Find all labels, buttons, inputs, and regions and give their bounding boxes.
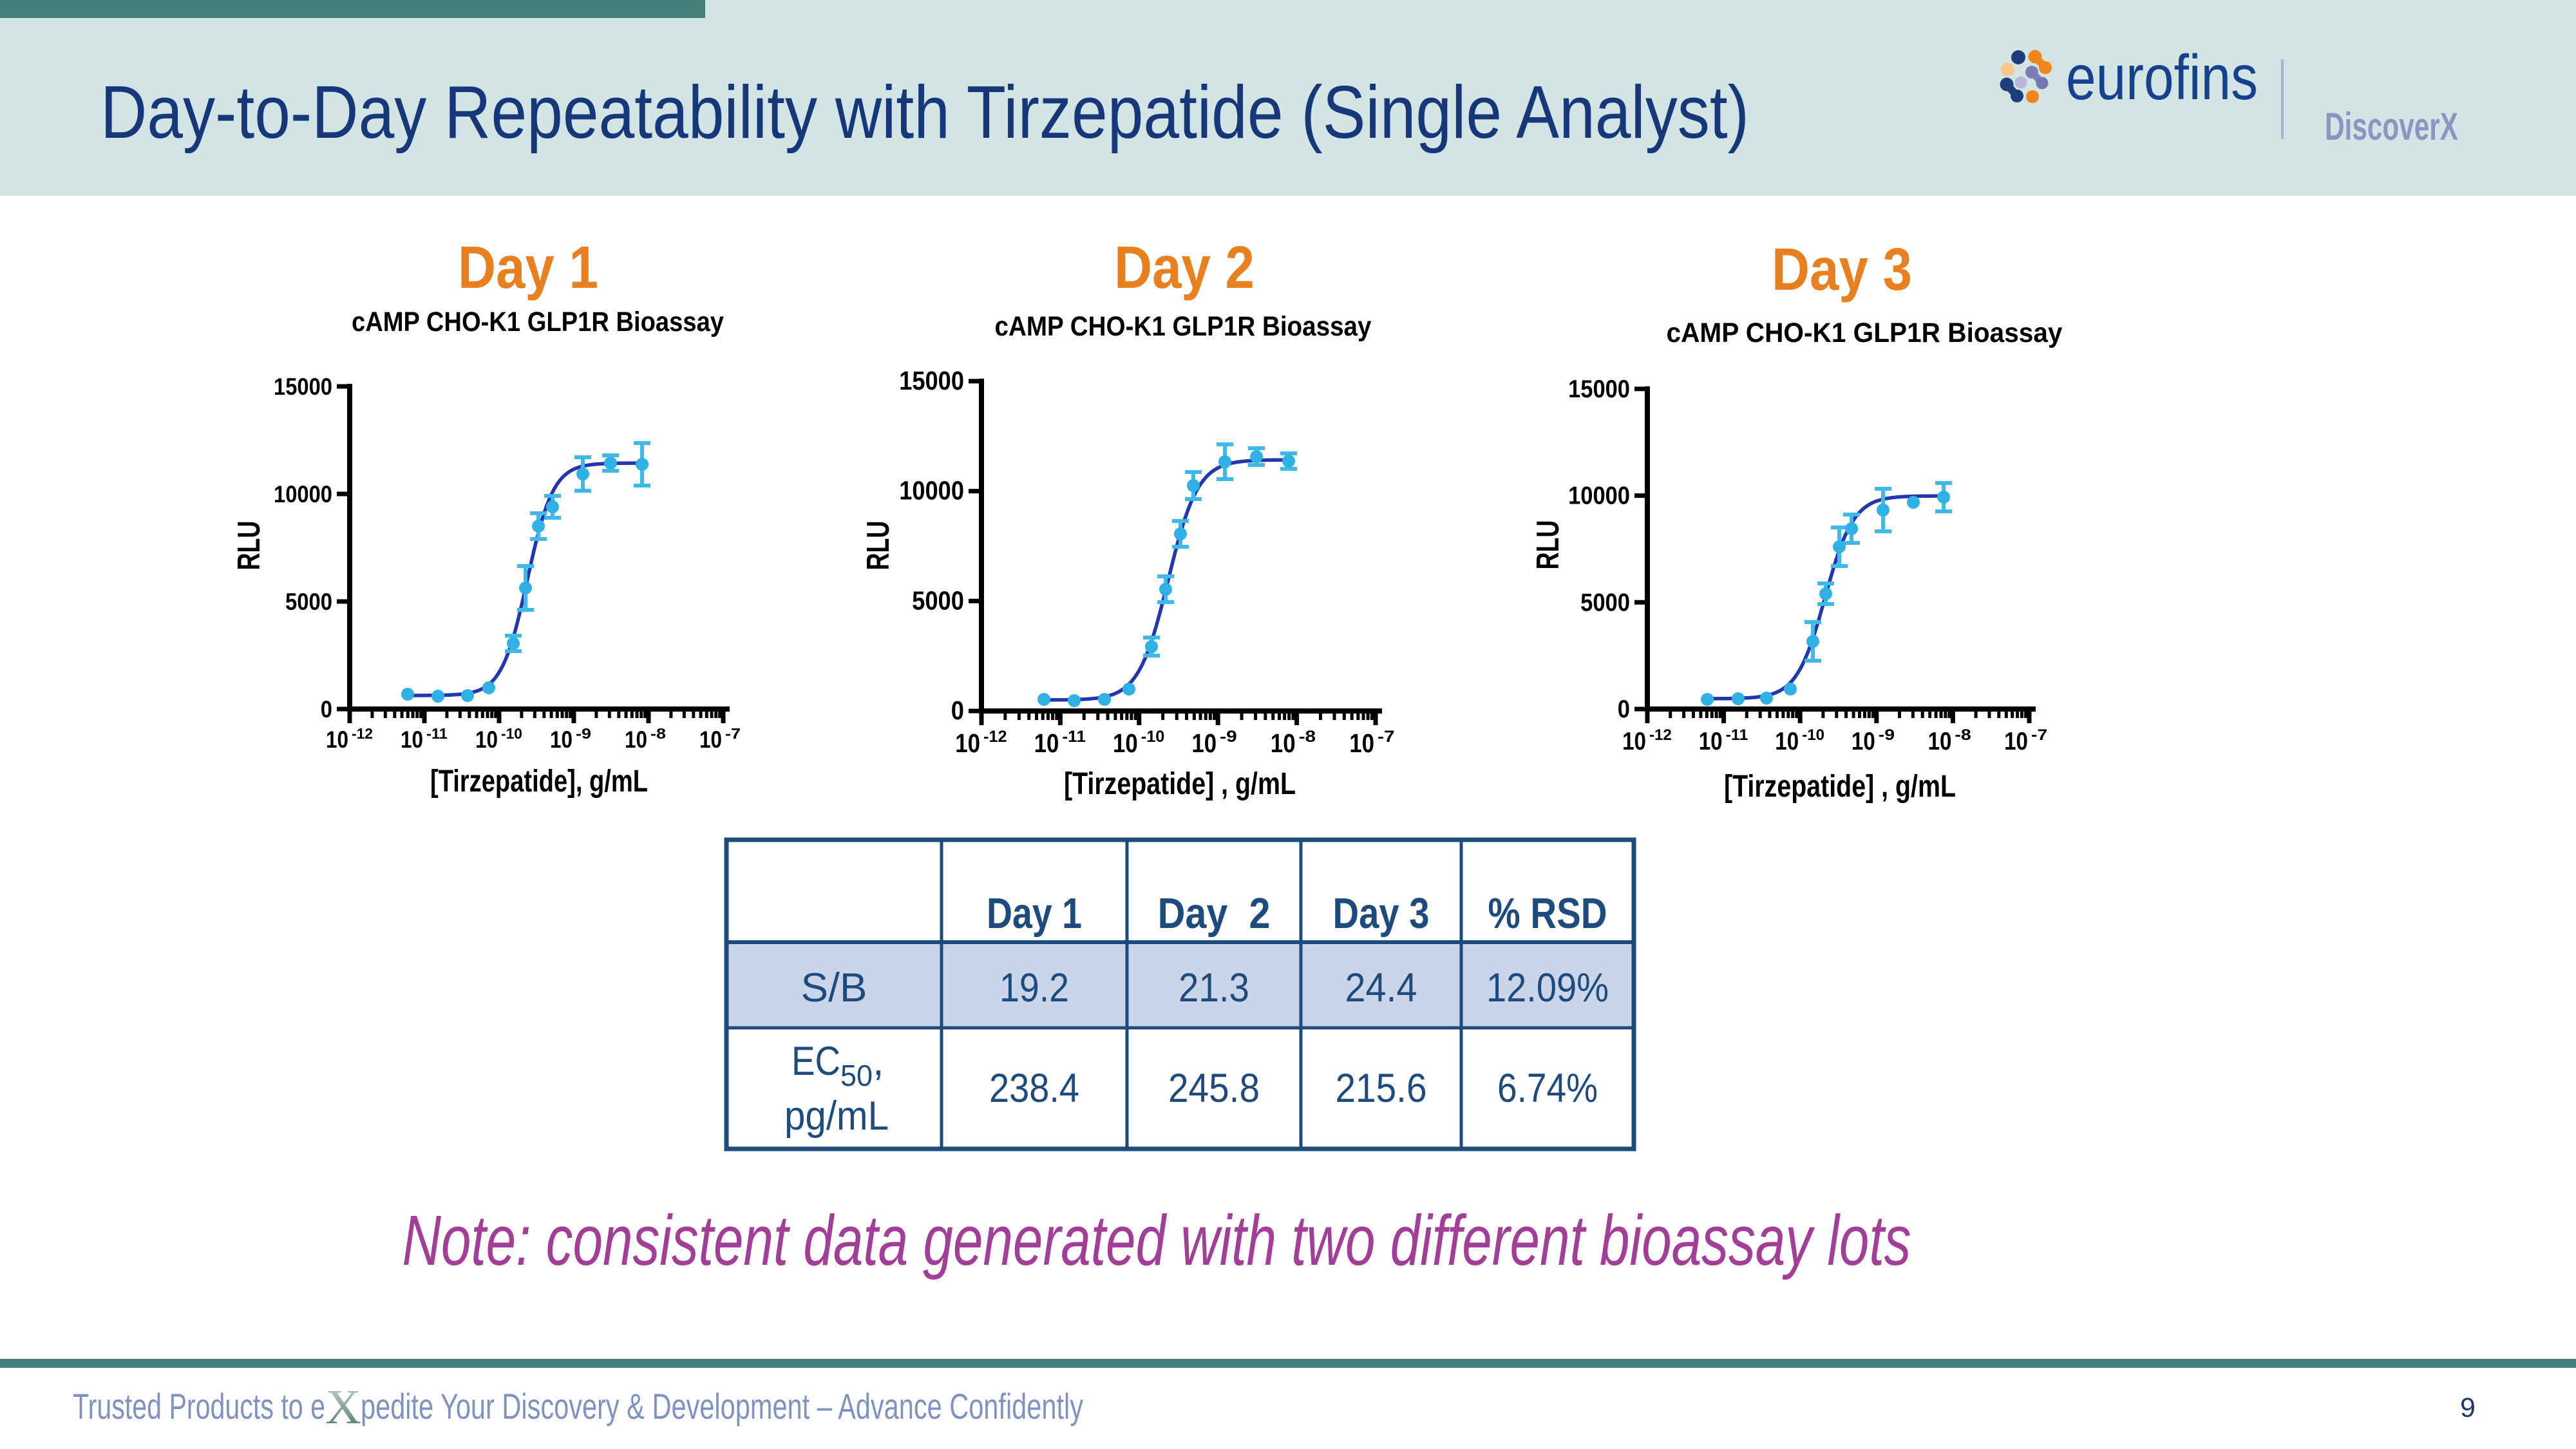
- svg-text:10: 10: [1928, 728, 1952, 755]
- svg-text:Day 1: Day 1: [458, 234, 598, 301]
- svg-text:Day 3: Day 3: [1333, 889, 1430, 938]
- svg-text:-9: -9: [576, 725, 591, 742]
- svg-text:10: 10: [1191, 728, 1217, 758]
- svg-text:-12: -12: [1649, 726, 1672, 744]
- svg-text:10000: 10000: [1568, 482, 1630, 510]
- svg-text:RLU: RLU: [861, 521, 896, 571]
- svg-text:-9: -9: [1220, 728, 1237, 746]
- svg-text:DiscoverX: DiscoverX: [2325, 105, 2458, 148]
- svg-text:10: 10: [1699, 728, 1723, 755]
- svg-text:RLU: RLU: [232, 521, 267, 571]
- svg-text:-7: -7: [2031, 726, 2047, 744]
- svg-text:cAMP CHO-K1 GLP1R Bioassay: cAMP CHO-K1 GLP1R Bioassay: [1667, 317, 2063, 348]
- svg-text:245.8: 245.8: [1168, 1066, 1260, 1111]
- svg-text:10: 10: [550, 726, 573, 753]
- svg-text:12.09%: 12.09%: [1486, 965, 1609, 1010]
- svg-text:10: 10: [1349, 728, 1374, 758]
- svg-text:50: 50: [840, 1059, 873, 1092]
- svg-text:pedite Your Discovery & Develo: pedite Your Discovery & Development – Ad…: [361, 1386, 1083, 1426]
- svg-text:15000: 15000: [899, 366, 964, 395]
- svg-text:21.3: 21.3: [1179, 965, 1249, 1010]
- svg-text:6.74%: 6.74%: [1497, 1066, 1598, 1111]
- svg-text:10: 10: [625, 726, 647, 753]
- svg-text:Day 2: Day 2: [1158, 889, 1271, 938]
- svg-text:5000: 5000: [912, 585, 964, 615]
- svg-text:10: 10: [1852, 728, 1875, 755]
- svg-text:10000: 10000: [274, 481, 332, 507]
- svg-text:10: 10: [1271, 728, 1296, 758]
- svg-text:-8: -8: [1299, 728, 1316, 746]
- svg-text:10: 10: [1775, 728, 1799, 755]
- svg-text:-8: -8: [1955, 726, 1971, 744]
- svg-text:[Tirzepatide], g/mL: [Tirzepatide], g/mL: [430, 764, 648, 799]
- svg-text:10: 10: [326, 726, 348, 753]
- svg-text:,: ,: [873, 1039, 884, 1084]
- svg-text:19.2: 19.2: [999, 965, 1069, 1010]
- svg-text:-11: -11: [1062, 728, 1086, 746]
- svg-text:0: 0: [1618, 696, 1630, 723]
- svg-text:Day 1: Day 1: [987, 889, 1082, 938]
- svg-text:10: 10: [475, 726, 498, 753]
- svg-text:[Tirzepatide] , g/mL: [Tirzepatide] , g/mL: [1064, 767, 1296, 801]
- svg-text:10: 10: [2004, 728, 2028, 755]
- svg-text:-12: -12: [352, 725, 373, 742]
- svg-text:-10: -10: [1141, 728, 1165, 746]
- svg-text:5000: 5000: [1580, 589, 1630, 616]
- svg-text:Day 2: Day 2: [1114, 234, 1255, 301]
- svg-text:24.4: 24.4: [1345, 965, 1417, 1010]
- svg-text:10: 10: [955, 728, 980, 758]
- svg-text:cAMP CHO-K1 GLP1R Bioassay: cAMP CHO-K1 GLP1R Bioassay: [352, 307, 724, 337]
- svg-text:X: X: [325, 1380, 361, 1434]
- svg-text:% RSD: % RSD: [1488, 889, 1607, 938]
- svg-text:[Tirzepatide] , g/mL: [Tirzepatide] , g/mL: [1724, 770, 1956, 804]
- svg-text:pg/mL: pg/mL: [784, 1094, 889, 1139]
- svg-text:-11: -11: [1726, 726, 1748, 744]
- svg-text:0: 0: [321, 696, 332, 723]
- svg-text:10: 10: [401, 726, 423, 753]
- svg-text:15000: 15000: [274, 374, 332, 400]
- svg-text:0: 0: [951, 696, 964, 725]
- svg-text:215.6: 215.6: [1336, 1066, 1427, 1111]
- svg-text:-9: -9: [1879, 726, 1895, 744]
- svg-text:S/B: S/B: [801, 965, 867, 1010]
- svg-text:10: 10: [699, 726, 722, 753]
- svg-text:-8: -8: [650, 725, 666, 742]
- svg-text:10000: 10000: [899, 476, 964, 506]
- svg-text:eurofins: eurofins: [2066, 42, 2258, 113]
- svg-text:Day 3: Day 3: [1772, 236, 1912, 303]
- svg-text:-7: -7: [1378, 728, 1395, 746]
- svg-text:5000: 5000: [285, 589, 332, 615]
- svg-text:10: 10: [1113, 728, 1138, 758]
- svg-text:-11: -11: [426, 725, 448, 742]
- svg-text:238.4: 238.4: [989, 1066, 1079, 1111]
- svg-text:10: 10: [1622, 728, 1646, 755]
- svg-text:10: 10: [1034, 728, 1059, 758]
- svg-text:RLU: RLU: [1531, 520, 1566, 570]
- svg-text:Day-to-Day Repeatability with: Day-to-Day Repeatability with Tirzepatid…: [100, 70, 1749, 154]
- svg-text:Trusted Products to e: Trusted Products to e: [73, 1386, 325, 1426]
- svg-text:-10: -10: [1802, 726, 1824, 744]
- svg-text:-12: -12: [983, 728, 1007, 746]
- svg-text:cAMP CHO-K1 GLP1R Bioassay: cAMP CHO-K1 GLP1R Bioassay: [995, 311, 1372, 342]
- svg-text:-10: -10: [501, 725, 522, 742]
- svg-text:Note: consistent data generate: Note: consistent data generated with two…: [402, 1201, 1911, 1280]
- svg-text:-7: -7: [725, 725, 741, 742]
- svg-text:9: 9: [2460, 1392, 2476, 1423]
- svg-text:15000: 15000: [1568, 375, 1630, 403]
- svg-text:EC: EC: [791, 1039, 840, 1084]
